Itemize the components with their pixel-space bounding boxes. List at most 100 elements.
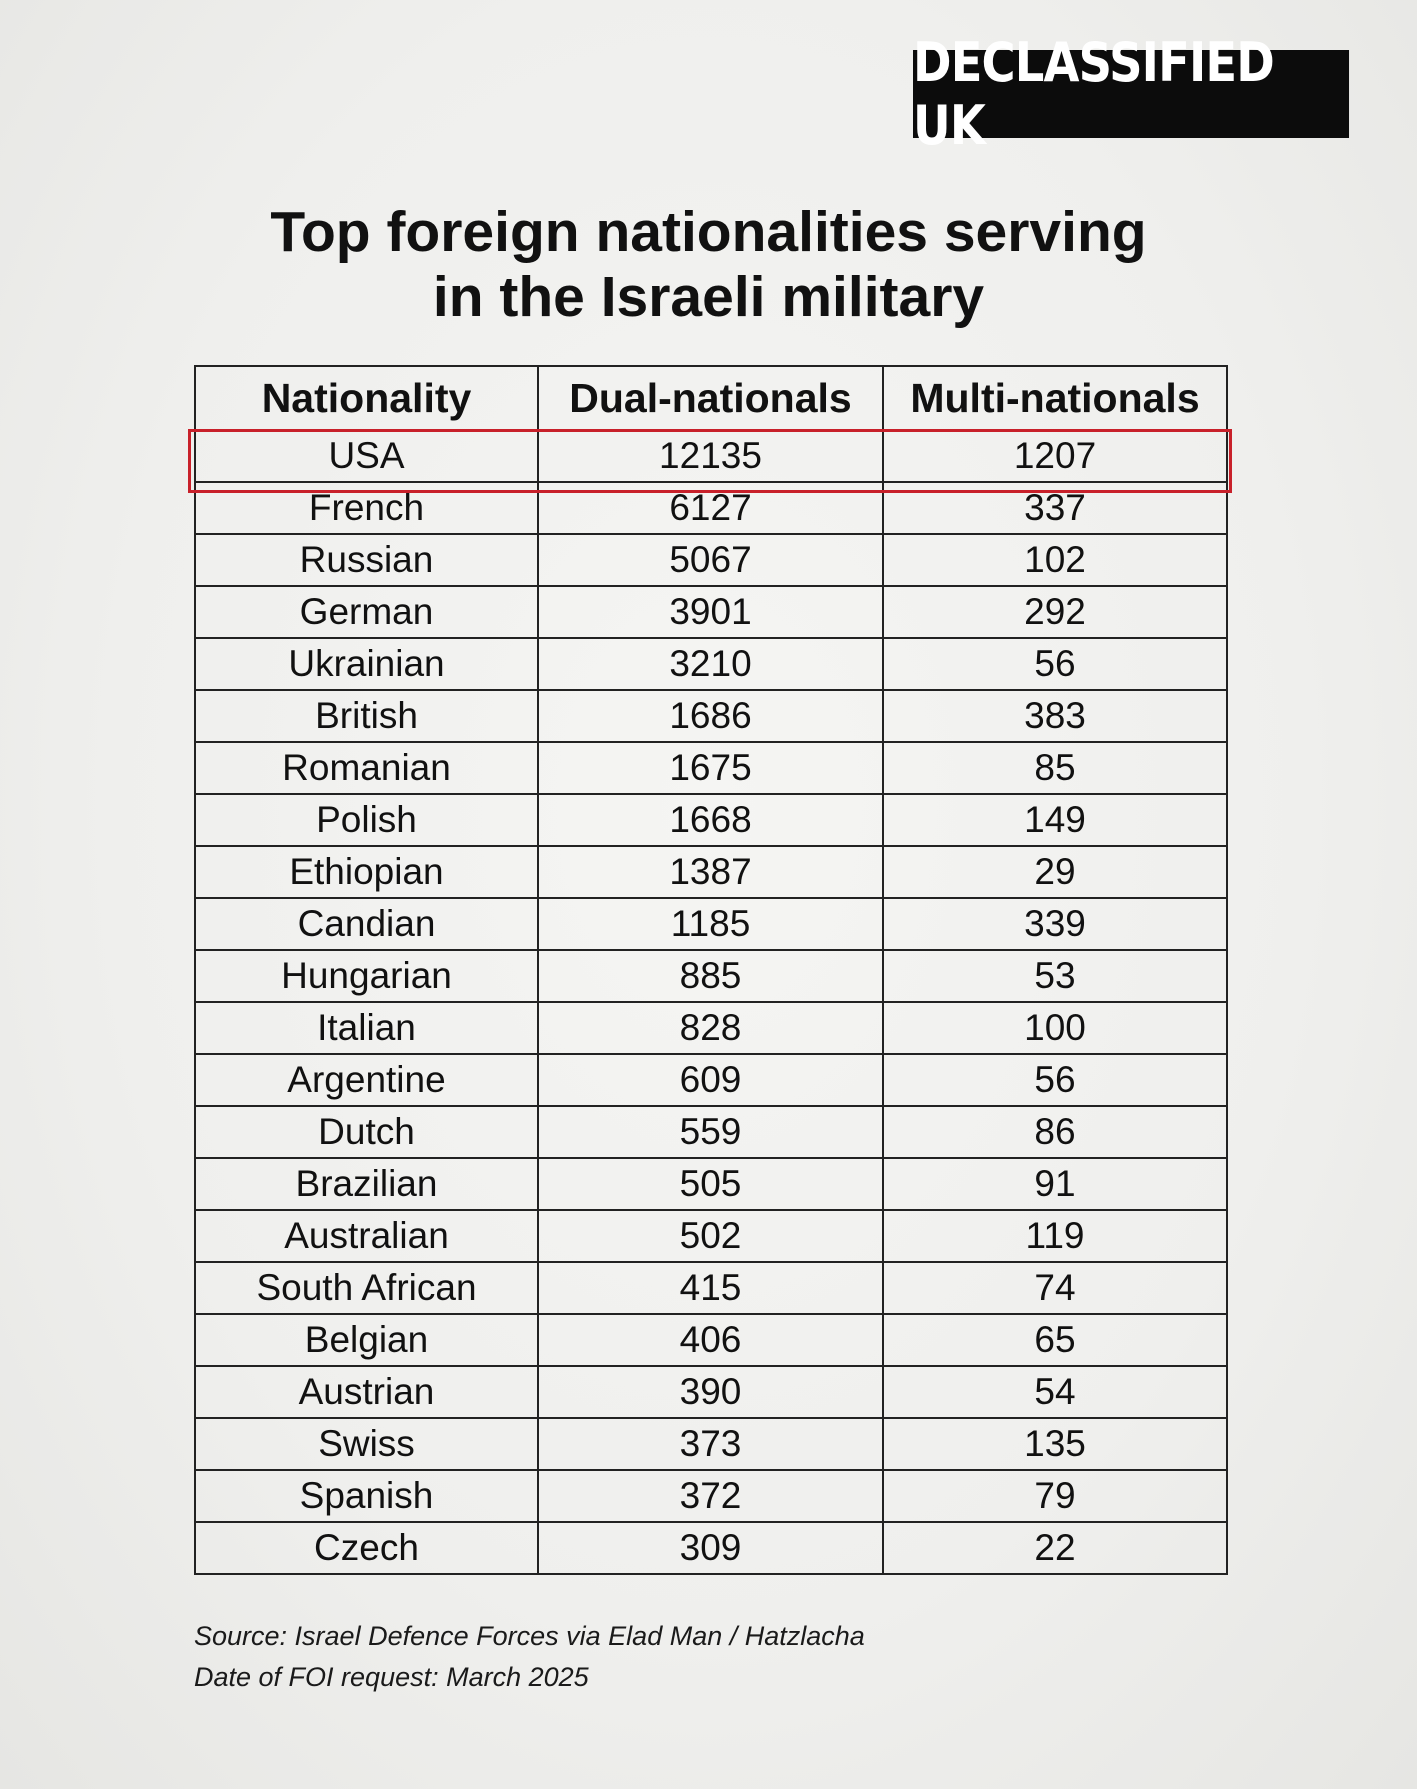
chart-title: Top foreign nationalities serving in the… <box>0 200 1417 330</box>
cell-multi-nationals: 135 <box>882 1417 1228 1471</box>
cell-multi-nationals: 86 <box>882 1105 1228 1159</box>
foi-date-line: Date of FOI request: March 2025 <box>194 1662 589 1692</box>
table-row: Candian 1185 339 <box>194 897 1228 951</box>
cell-dual-nationals: 3901 <box>537 585 884 639</box>
cell-nationality: Australian <box>194 1209 539 1263</box>
cell-nationality: Swiss <box>194 1417 539 1471</box>
cell-multi-nationals: 29 <box>882 845 1228 899</box>
cell-dual-nationals: 309 <box>537 1521 884 1575</box>
table-row: Romanian 1675 85 <box>194 741 1228 795</box>
table-header-row: Nationality Dual-nationals Multi-nationa… <box>194 365 1228 431</box>
cell-nationality: Russian <box>194 533 539 587</box>
title-line-2: in the Israeli military <box>432 265 985 329</box>
cell-multi-nationals: 53 <box>882 949 1228 1003</box>
cell-multi-nationals: 56 <box>882 637 1228 691</box>
cell-multi-nationals: 74 <box>882 1261 1228 1315</box>
table-row: Italian 828 100 <box>194 1001 1228 1055</box>
cell-nationality: Hungarian <box>194 949 539 1003</box>
cell-nationality: South African <box>194 1261 539 1315</box>
cell-dual-nationals: 1387 <box>537 845 884 899</box>
cell-dual-nationals: 828 <box>537 1001 884 1055</box>
column-header-dual-nationals: Dual-nationals <box>537 365 884 431</box>
cell-multi-nationals: 91 <box>882 1157 1228 1211</box>
cell-multi-nationals: 100 <box>882 1001 1228 1055</box>
table-row: Swiss 373 135 <box>194 1417 1228 1471</box>
table-row: Australian 502 119 <box>194 1209 1228 1263</box>
cell-dual-nationals: 559 <box>537 1105 884 1159</box>
table-row: Dutch 559 86 <box>194 1105 1228 1159</box>
cell-nationality: British <box>194 689 539 743</box>
cell-multi-nationals: 119 <box>882 1209 1228 1263</box>
cell-dual-nationals: 12135 <box>537 429 884 483</box>
cell-nationality: Italian <box>194 1001 539 1055</box>
title-line-1: Top foreign nationalities serving <box>270 200 1147 264</box>
cell-multi-nationals: 1207 <box>882 429 1228 483</box>
table-row: British 1686 383 <box>194 689 1228 743</box>
cell-nationality: Polish <box>194 793 539 847</box>
table-row: German 3901 292 <box>194 585 1228 639</box>
cell-nationality: Ethiopian <box>194 845 539 899</box>
cell-nationality: Czech <box>194 1521 539 1575</box>
cell-multi-nationals: 292 <box>882 585 1228 639</box>
cell-nationality: Romanian <box>194 741 539 795</box>
cell-nationality: Ukrainian <box>194 637 539 691</box>
cell-multi-nationals: 337 <box>882 481 1228 535</box>
nationalities-table: Nationality Dual-nationals Multi-nationa… <box>194 365 1228 1575</box>
table-row: Argentine 609 56 <box>194 1053 1228 1107</box>
cell-nationality: Candian <box>194 897 539 951</box>
cell-dual-nationals: 885 <box>537 949 884 1003</box>
table-row: Russian 5067 102 <box>194 533 1228 587</box>
cell-dual-nationals: 415 <box>537 1261 884 1315</box>
cell-dual-nationals: 1185 <box>537 897 884 951</box>
source-line: Source: Israel Defence Forces via Elad M… <box>194 1621 865 1651</box>
source-note: Source: Israel Defence Forces via Elad M… <box>194 1616 865 1698</box>
cell-multi-nationals: 65 <box>882 1313 1228 1367</box>
cell-dual-nationals: 406 <box>537 1313 884 1367</box>
table-row: Belgian 406 65 <box>194 1313 1228 1367</box>
cell-dual-nationals: 373 <box>537 1417 884 1471</box>
table-row: Ukrainian 3210 56 <box>194 637 1228 691</box>
cell-multi-nationals: 79 <box>882 1469 1228 1523</box>
cell-multi-nationals: 56 <box>882 1053 1228 1107</box>
cell-nationality: USA <box>194 429 539 483</box>
table-row: French 6127 337 <box>194 481 1228 535</box>
cell-dual-nationals: 3210 <box>537 637 884 691</box>
cell-multi-nationals: 339 <box>882 897 1228 951</box>
cell-nationality: German <box>194 585 539 639</box>
cell-nationality: Argentine <box>194 1053 539 1107</box>
table-body: USA 12135 1207 French 6127 337 Russian 5067 102 G… <box>194 429 1228 1575</box>
declassified-uk-logo: DECLASSIFIED UK <box>913 31 1350 157</box>
cell-dual-nationals: 1668 <box>537 793 884 847</box>
cell-dual-nationals: 6127 <box>537 481 884 535</box>
cell-dual-nationals: 1686 <box>537 689 884 743</box>
table-row: Brazilian 505 91 <box>194 1157 1228 1211</box>
cell-dual-nationals: 1675 <box>537 741 884 795</box>
cell-nationality: Austrian <box>194 1365 539 1419</box>
cell-multi-nationals: 22 <box>882 1521 1228 1575</box>
table-row: Hungarian 885 53 <box>194 949 1228 1003</box>
cell-nationality: French <box>194 481 539 535</box>
cell-dual-nationals: 609 <box>537 1053 884 1107</box>
cell-dual-nationals: 505 <box>537 1157 884 1211</box>
table-row: Czech 309 22 <box>194 1521 1228 1575</box>
cell-nationality: Brazilian <box>194 1157 539 1211</box>
cell-dual-nationals: 5067 <box>537 533 884 587</box>
table-row: Polish 1668 149 <box>194 793 1228 847</box>
cell-multi-nationals: 85 <box>882 741 1228 795</box>
cell-nationality: Dutch <box>194 1105 539 1159</box>
cell-multi-nationals: 149 <box>882 793 1228 847</box>
cell-dual-nationals: 372 <box>537 1469 884 1523</box>
cell-multi-nationals: 54 <box>882 1365 1228 1419</box>
table-row: South African 415 74 <box>194 1261 1228 1315</box>
cell-nationality: Belgian <box>194 1313 539 1367</box>
table-row: Austrian 390 54 <box>194 1365 1228 1419</box>
cell-nationality: Spanish <box>194 1469 539 1523</box>
cell-dual-nationals: 390 <box>537 1365 884 1419</box>
cell-dual-nationals: 502 <box>537 1209 884 1263</box>
column-header-multi-nationals: Multi-nationals <box>882 365 1228 431</box>
table-row: USA 12135 1207 <box>194 429 1228 483</box>
cell-multi-nationals: 383 <box>882 689 1228 743</box>
table-row: Ethiopian 1387 29 <box>194 845 1228 899</box>
table-row: Spanish 372 79 <box>194 1469 1228 1523</box>
column-header-nationality: Nationality <box>194 365 539 431</box>
